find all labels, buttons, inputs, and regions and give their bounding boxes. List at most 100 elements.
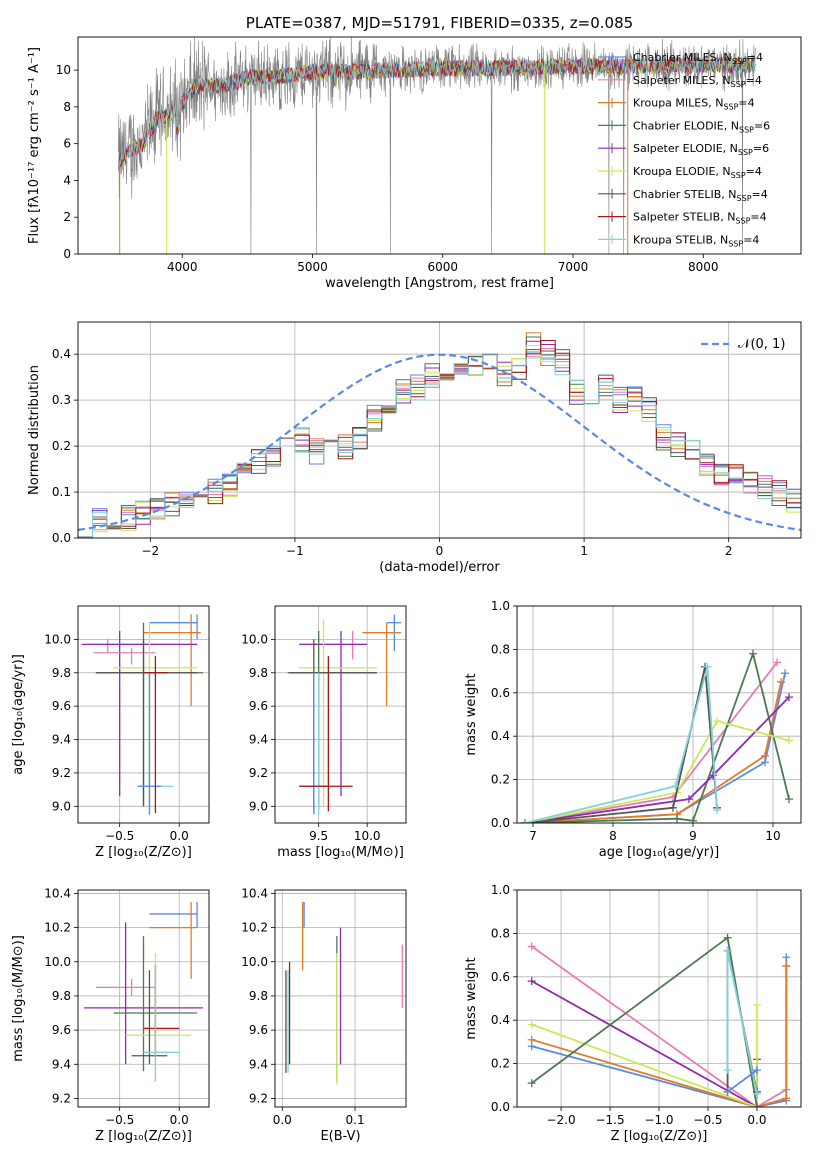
mass-weight-marker: [723, 933, 732, 942]
x-axis-label: age [log₁₀(age/yr)]: [599, 845, 720, 860]
y-tick-label: 0.6: [491, 686, 510, 700]
axes-frame: [516, 889, 802, 1108]
legend-label-name: Chabrier STELIB, N: [633, 188, 737, 201]
y-tick-label: 10.0: [44, 632, 71, 646]
mass-weight-marker: [527, 1035, 536, 1044]
legend-label-subscript: SSP: [738, 148, 753, 157]
x-tick-label: 5000: [297, 260, 328, 274]
y-tick-label: 6: [63, 137, 71, 151]
y-tick-label: 10.0: [241, 955, 268, 969]
errorbar-point: [149, 901, 198, 928]
errorbar-point: [93, 647, 156, 665]
legend-label-subscript: SSP: [737, 194, 752, 203]
x-tick-label: 0.0: [170, 1113, 189, 1127]
y-tick-label: 9.0: [52, 799, 71, 813]
y-tick-label: 0.0: [491, 1100, 510, 1114]
x-tick-label: 8: [609, 829, 617, 843]
y-tick-label: 9.4: [249, 1057, 268, 1071]
legend-label-count: =6: [754, 119, 770, 132]
y-tick-label: 0.1: [52, 485, 71, 499]
age-vs-metallicity-panel: −0.5 0.0 9.0 9.2 9.4 9.6 9.8 10.0 Z [log₁₀(Z/Z⊙)…: [11, 605, 210, 860]
legend-label-count: =4: [743, 233, 759, 246]
y-tick-label: 9.0: [249, 799, 268, 813]
axes-frame: [77, 36, 802, 255]
legend-label-name: Chabrier ELODIE, N: [633, 119, 739, 132]
x-tick-label: 10: [765, 829, 780, 843]
legend-label-name: Salpeter STELIB, N: [633, 211, 735, 224]
legend-label-subscript: SSP: [731, 80, 746, 89]
y-tick-label: 0.2: [52, 439, 71, 453]
legend-label-count: =4: [752, 188, 768, 201]
y-axis-label: mass weight: [464, 957, 479, 1039]
legend-label: Kroupa ELODIE, NSSP=4: [633, 165, 762, 180]
x-tick-label: 7000: [558, 260, 589, 274]
legend-label-name: Chabrier MILES, N: [633, 51, 732, 64]
mass-weight-marker: [785, 736, 793, 745]
legend-label: Chabrier ELODIE, NSSP=6: [633, 119, 770, 134]
legend-label: Salpeter STELIB, NSSP=4: [633, 211, 767, 226]
x-tick-label: −2: [141, 544, 159, 558]
y-tick-label: 0.4: [491, 1013, 510, 1027]
y-tick-label: 9.4: [52, 1057, 71, 1071]
y-tick-label: 10: [56, 63, 71, 77]
y-axis-label: age [log₁₀(age/yr)]: [11, 654, 26, 775]
x-tick-label: −1.5: [595, 1113, 624, 1127]
legend-label-count: =4: [750, 211, 766, 224]
histogram-step-line: [78, 354, 801, 538]
mass-weight-marker: [752, 1089, 761, 1098]
legend-label: Kroupa MILES, NSSP=4: [633, 97, 755, 112]
errorbar-point: [143, 965, 180, 1082]
x-tick-label: 7: [529, 829, 537, 843]
mass-weight-marker: [527, 1020, 536, 1029]
y-tick-label: 9.6: [249, 699, 268, 713]
legend-label-count: =4: [746, 74, 762, 87]
y-tick-label: 10.0: [241, 632, 268, 646]
y-tick-label: 10.2: [241, 921, 268, 935]
legend-label-subscript: SSP: [723, 103, 738, 112]
y-tick-label: 0.8: [491, 642, 510, 656]
y-tick-label: 0.3: [52, 393, 71, 407]
x-axis-label: E(B-V): [320, 1129, 360, 1144]
y-tick-label: 9.6: [249, 1023, 268, 1037]
mass-weight-marker: [785, 693, 793, 702]
residual-histogram-panel: −2 −1 0 1 2 0.0 0.1 0.2 0.3 0.4 (data-model)/error…: [27, 321, 802, 575]
histogram-steps: [78, 332, 801, 538]
x-tick-label: 0.0: [273, 1113, 292, 1127]
y-tick-label: 0.2: [491, 1057, 510, 1071]
y-tick-label: 0.8: [491, 926, 510, 940]
errorbar-point: [299, 631, 368, 797]
legend-label-subscript: SSP: [731, 171, 746, 180]
legend-label: Kroupa STELIB, NSSP=4: [633, 233, 759, 248]
mass-weight-marker: [703, 662, 712, 671]
normal-distribution-curve: [78, 353, 801, 531]
x-tick-label: 9: [689, 829, 697, 843]
errorbar-marks: [287, 614, 402, 815]
errorbar-point: [143, 656, 168, 813]
axes-frame: [77, 605, 210, 824]
x-tick-label: 2: [725, 544, 733, 558]
mass-weight-marker: [782, 953, 791, 962]
mass-weight-marker: [752, 1103, 761, 1107]
axes-frame: [274, 605, 407, 824]
x-tick-label: 8000: [688, 260, 719, 274]
y-tick-label: 0.6: [491, 970, 510, 984]
mass-weight-marker: [669, 803, 677, 812]
y-tick-label: 1.0: [491, 599, 510, 613]
y-tick-label: 10.0: [44, 955, 71, 969]
y-tick-label: 0.0: [52, 531, 71, 545]
y-tick-label: 10.2: [44, 921, 71, 935]
legend-label-count: =4: [738, 97, 754, 110]
axes-frame: [77, 889, 210, 1108]
y-tick-label: 9.2: [52, 1091, 71, 1105]
axes-frame: [516, 605, 802, 824]
x-tick-label: −0.5: [105, 829, 134, 843]
x-axis-label: (data-model)/error: [379, 560, 500, 575]
errorbar-point: [81, 631, 198, 797]
y-tick-label: 9.4: [249, 733, 268, 747]
mass-weight-marker: [713, 717, 721, 726]
x-tick-label: 0: [436, 544, 444, 558]
mass-weight-marker: [713, 805, 721, 814]
y-tick-label: 9.2: [249, 1091, 268, 1105]
x-tick-label: −2.0: [546, 1113, 575, 1127]
